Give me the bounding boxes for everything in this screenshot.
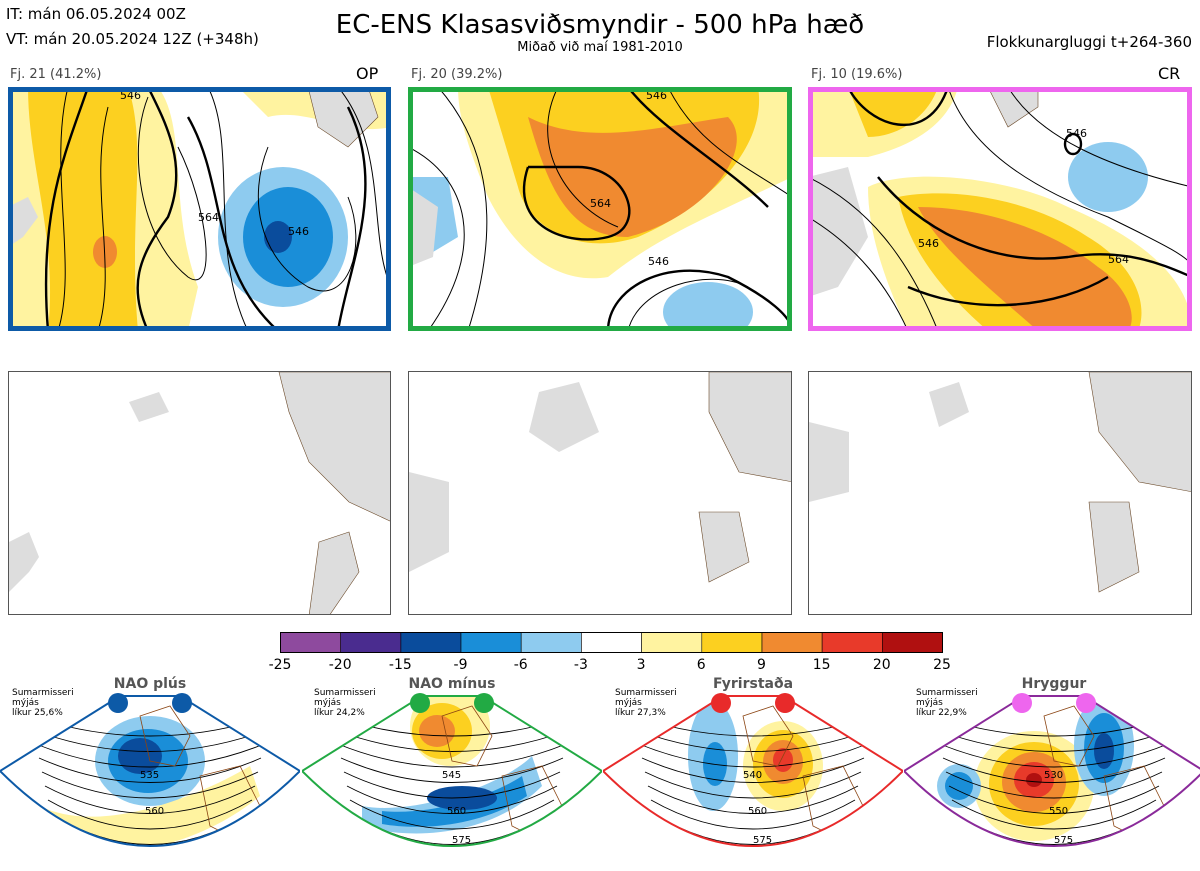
regime-contour-label: 560 xyxy=(145,806,164,817)
regime-stats: Sumarmisseri mýjás líkur 22,9% xyxy=(916,688,978,718)
colorbar-cell xyxy=(641,632,703,653)
regime-contour-label: 550 xyxy=(1049,806,1068,817)
regime-probability: líkur 22,9% xyxy=(916,708,967,718)
contour-label: 546 xyxy=(288,225,309,238)
contour-label: 564 xyxy=(590,197,611,210)
regime-probability: líkur 24,2% xyxy=(314,708,365,718)
contour-label: 564 xyxy=(1108,253,1129,266)
colorbar-tick-label: 25 xyxy=(933,657,951,673)
regime-panel: 545 560 575 NAO mínus Sumarmisseri mýjás… xyxy=(302,676,602,871)
regime-season: Sumarmisseri xyxy=(916,688,978,698)
regime-contour-label: 560 xyxy=(447,806,466,817)
regime-contour-label: 540 xyxy=(743,770,762,781)
colorbar-cell xyxy=(520,632,582,653)
colorbar-cell xyxy=(340,632,402,653)
regime-probability: líkur 27,3% xyxy=(615,708,666,718)
regime-season: Sumarmisseri xyxy=(12,688,74,698)
colorbar-tick-label: -3 xyxy=(573,657,588,673)
regime-title: NAO plús xyxy=(113,676,187,692)
regime-contour-label: 545 xyxy=(442,770,461,781)
colorbar-cell xyxy=(400,632,462,653)
empty-map-1 xyxy=(8,371,391,615)
page-title: EC-ENS Klasasviðsmyndir - 500 hPa hæð xyxy=(335,10,865,40)
contour-label: 546 xyxy=(646,89,667,102)
colorbar-tick-label: -9 xyxy=(453,657,468,673)
regime-season: Sumarmisseri xyxy=(615,688,677,698)
regime-contour-label: 575 xyxy=(1054,835,1073,846)
regime-reference: mýjás xyxy=(314,698,341,708)
colorbar-tick-label: 6 xyxy=(696,657,706,673)
cluster-3-map: 546 546 564 xyxy=(808,87,1192,331)
contour-label: 564 xyxy=(198,211,219,224)
colorbar-tick-label: 15 xyxy=(812,657,831,673)
colorbar-tick-label: -25 xyxy=(268,657,292,673)
colorbar-cell xyxy=(761,632,823,653)
empty-map-3 xyxy=(808,371,1192,615)
cluster-3-label: Fj. 10 (19.6%) xyxy=(811,67,903,82)
colorbar-tick-label: -6 xyxy=(513,657,528,673)
contour-label: 546 xyxy=(648,255,669,268)
cluster-2-label: Fj. 20 (39.2%) xyxy=(411,67,503,82)
contour-label: 546 xyxy=(918,237,939,250)
cluster-1-map: 546 546 564 xyxy=(8,87,391,331)
colorbar-tick-label: 9 xyxy=(756,657,766,673)
cluster-1-tag: OP xyxy=(356,64,379,83)
colorbar-cell xyxy=(581,632,642,653)
regime-contour-label: 575 xyxy=(753,835,772,846)
regime-reference: mýjás xyxy=(615,698,642,708)
regime-panel: 535 560 NAO plús Sumarmisseri mýjás líku… xyxy=(0,676,300,871)
regime-title: NAO mínus xyxy=(408,676,496,692)
regime-reference: mýjás xyxy=(916,698,943,708)
colorbar-cell xyxy=(881,632,943,653)
regime-stats: Sumarmisseri mýjás líkur 25,6% xyxy=(12,688,74,718)
regime-reference: mýjás xyxy=(12,698,39,708)
valid-time: VT: mán 20.05.2024 12Z (+348h) xyxy=(6,30,259,48)
colorbar-tick-label: -15 xyxy=(388,657,412,673)
colorbar-cell xyxy=(280,632,342,653)
regime-title: Fyrirstaða xyxy=(712,676,794,692)
contour-label: 546 xyxy=(120,89,141,102)
empty-map-2 xyxy=(408,371,792,615)
colorbar-tick-label: -20 xyxy=(328,657,352,673)
regime-stats: Sumarmisseri mýjás líkur 27,3% xyxy=(615,688,677,718)
colorbar-tick-label: 20 xyxy=(872,657,891,673)
colorbar-cell xyxy=(821,632,883,653)
colorbar xyxy=(280,632,943,653)
cluster-2-map: 546 546 564 xyxy=(408,87,792,331)
regime-contour-label: 530 xyxy=(1044,770,1063,781)
regime-season: Sumarmisseri xyxy=(314,688,376,698)
regime-stats: Sumarmisseri mýjás líkur 24,2% xyxy=(314,688,376,718)
cluster-1-label: Fj. 21 (41.2%) xyxy=(10,67,102,82)
regime-title: Hryggur xyxy=(1021,676,1087,692)
issue-time: IT: mán 06.05.2024 00Z xyxy=(6,5,186,23)
colorbar-tick-label: 3 xyxy=(636,657,646,673)
regime-contour-label: 535 xyxy=(140,770,159,781)
contour-label: 546 xyxy=(1066,127,1087,140)
colorbar-cell xyxy=(460,632,522,653)
regime-contour-label: 560 xyxy=(748,806,767,817)
regime-probability: líkur 25,6% xyxy=(12,708,63,718)
regime-contour-label: 575 xyxy=(452,835,471,846)
regime-panel: 530 550 575 Hryggur Sumarmisseri mýjás l… xyxy=(904,676,1200,871)
classification-window: Flokkunargluggi t+264-360 xyxy=(986,33,1192,51)
colorbar-cell xyxy=(701,632,763,653)
page-subtitle: Miðað við maí 1981-2010 xyxy=(517,40,683,55)
cluster-3-tag: CR xyxy=(1158,64,1181,83)
regime-panel: 540 560 575 Fyrirstaða Sumarmisseri mýjá… xyxy=(603,676,903,871)
